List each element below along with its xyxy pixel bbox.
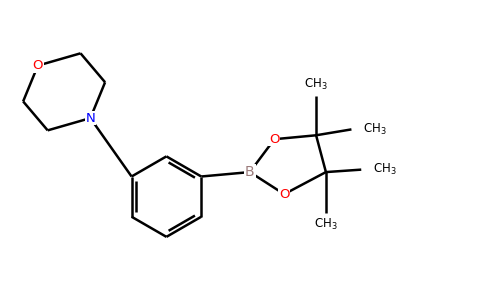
Text: CH$_3$: CH$_3$ (314, 217, 338, 232)
Text: CH$_3$: CH$_3$ (363, 122, 386, 137)
Text: O: O (269, 133, 280, 146)
Text: B: B (245, 165, 255, 179)
Text: N: N (86, 112, 95, 124)
Text: CH$_3$: CH$_3$ (304, 77, 328, 92)
Text: O: O (32, 59, 43, 72)
Text: O: O (279, 188, 289, 201)
Text: CH$_3$: CH$_3$ (373, 162, 396, 177)
